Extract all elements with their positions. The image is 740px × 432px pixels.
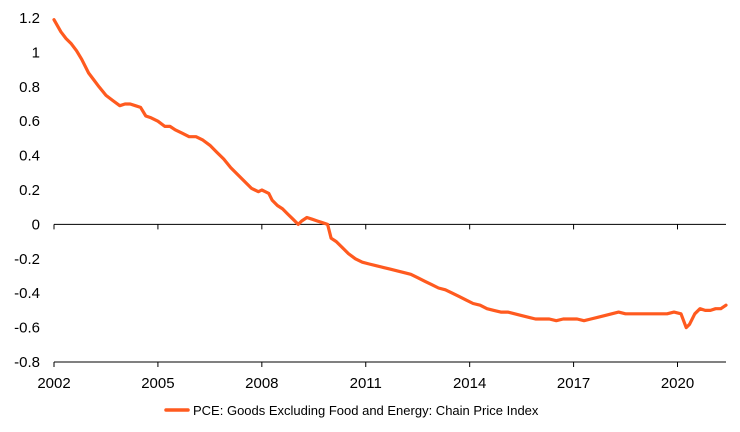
y-tick-label: -0.2 [14,251,40,268]
x-tick-label: 2017 [557,375,590,392]
x-tick-label: 2011 [350,375,382,392]
y-tick-label: 0.6 [19,113,40,130]
y-tick-label: 1 [32,44,40,61]
x-tick-label: 2014 [453,375,486,392]
y-tick-label: -0.8 [14,354,40,371]
x-tick-label: 2005 [141,375,174,392]
series-line [52,18,728,330]
y-tick-label: 1.2 [19,10,40,27]
legend: PCE: Goods Excluding Food and Energy: Ch… [164,403,539,418]
y-tick-label: 0.2 [19,182,40,199]
x-tick-label: 2020 [661,375,694,392]
y-tick-label: 0.8 [19,79,40,96]
x-tick-label: 2008 [245,375,278,392]
legend-label: PCE: Goods Excluding Food and Energy: Ch… [193,403,539,418]
y-tick-label: 0.4 [19,148,40,165]
y-tick-label: -0.6 [14,320,40,337]
x-axis-ticks: 2002 2005 2008 2011 2014 2017 2020 [37,224,694,392]
y-tick-label: 0 [32,216,40,233]
y-axis-ticks: 1.2 1 0.8 0.6 0.4 0.2 0 -0.2 -0.4 -0.6 -0.8 [14,10,40,371]
y-tick-label: -0.4 [14,285,40,302]
x-tick-label: 2002 [37,375,70,392]
